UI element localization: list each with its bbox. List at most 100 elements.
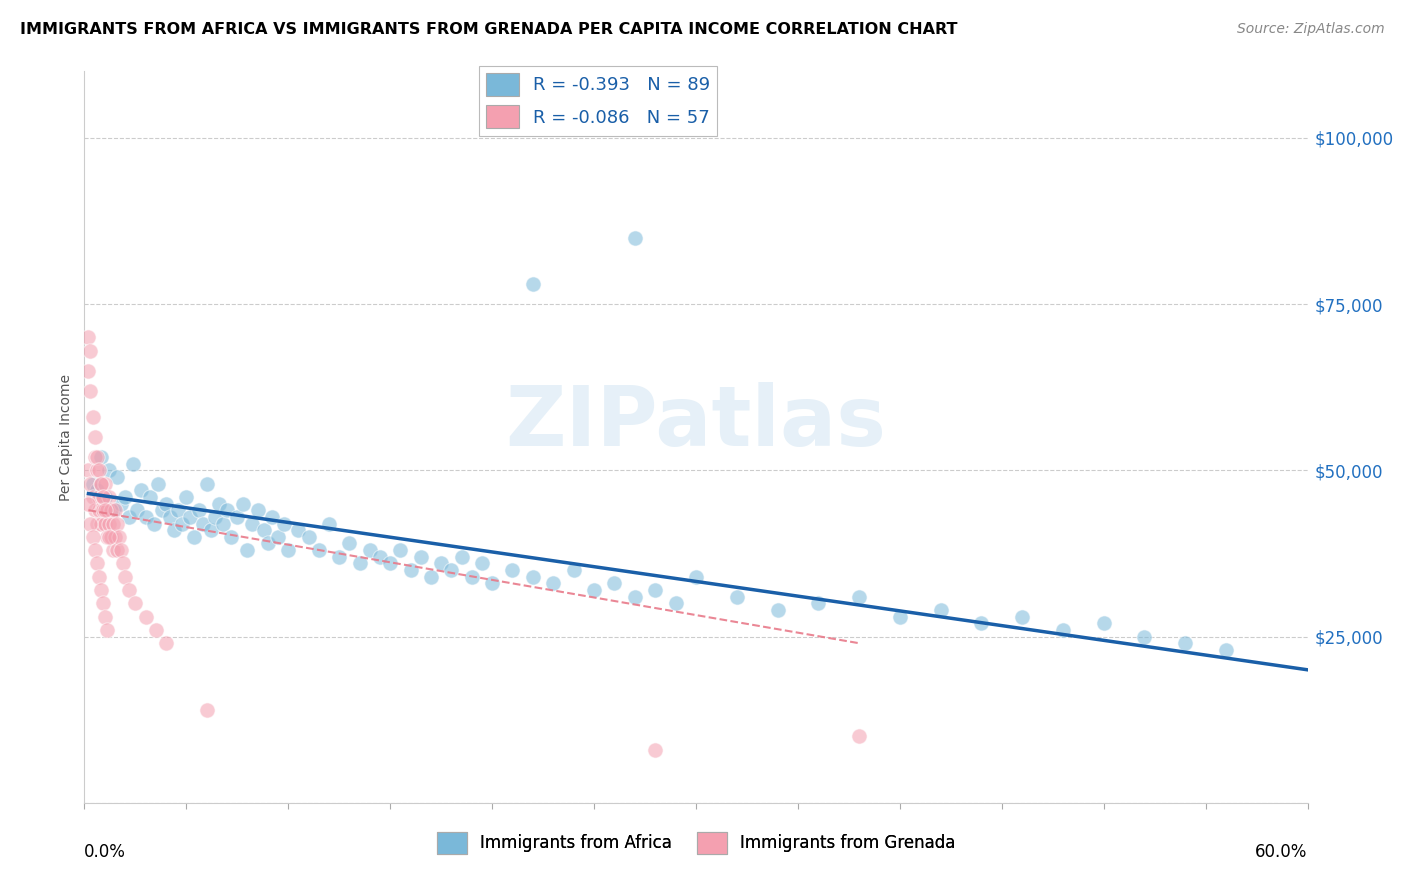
Point xyxy=(110,543,132,558)
Point xyxy=(97,463,120,477)
Point xyxy=(87,463,110,477)
Text: IMMIGRANTS FROM AFRICA VS IMMIGRANTS FROM GRENADA PER CAPITA INCOME CORRELATION : IMMIGRANTS FROM AFRICA VS IMMIGRANTS FRO… xyxy=(20,22,957,37)
Point xyxy=(83,430,105,444)
Point xyxy=(79,343,101,358)
Point xyxy=(277,543,299,558)
Point xyxy=(83,543,105,558)
Point xyxy=(522,570,544,584)
Point xyxy=(101,516,124,531)
Point xyxy=(104,503,127,517)
Point xyxy=(91,490,114,504)
Point xyxy=(260,509,283,524)
Point xyxy=(253,523,276,537)
Point xyxy=(90,476,112,491)
Point xyxy=(583,582,606,597)
Point xyxy=(96,623,118,637)
Point xyxy=(93,490,115,504)
Point xyxy=(502,563,524,577)
Point xyxy=(226,509,249,524)
Point xyxy=(195,476,218,491)
Point xyxy=(318,516,340,531)
Point xyxy=(308,543,330,558)
Point xyxy=(1092,616,1115,631)
Point xyxy=(142,516,165,531)
Point xyxy=(1215,643,1237,657)
Point xyxy=(725,590,748,604)
Point xyxy=(100,530,122,544)
Point xyxy=(91,596,114,610)
Point xyxy=(399,563,422,577)
Point xyxy=(86,483,108,498)
Point xyxy=(217,503,239,517)
Point xyxy=(96,530,118,544)
Point xyxy=(929,603,952,617)
Point xyxy=(83,450,105,464)
Point xyxy=(179,509,201,524)
Point xyxy=(1133,630,1156,644)
Point xyxy=(110,497,132,511)
Point xyxy=(91,503,114,517)
Point xyxy=(174,490,197,504)
Point xyxy=(86,557,108,571)
Text: 60.0%: 60.0% xyxy=(1256,843,1308,861)
Point xyxy=(273,516,295,531)
Point xyxy=(848,729,870,743)
Point xyxy=(1052,623,1074,637)
Point xyxy=(93,516,115,531)
Point xyxy=(380,557,402,571)
Point xyxy=(150,503,173,517)
Point xyxy=(91,490,114,504)
Point xyxy=(93,503,115,517)
Point xyxy=(420,570,443,584)
Point xyxy=(287,523,309,537)
Point xyxy=(79,384,101,398)
Point xyxy=(124,596,146,610)
Point xyxy=(87,490,110,504)
Point xyxy=(970,616,993,631)
Point xyxy=(101,503,124,517)
Point xyxy=(97,530,120,544)
Point xyxy=(83,503,105,517)
Point xyxy=(105,543,128,558)
Point xyxy=(90,450,112,464)
Point xyxy=(114,570,136,584)
Text: 0.0%: 0.0% xyxy=(84,843,127,861)
Point xyxy=(389,543,412,558)
Point xyxy=(191,516,214,531)
Point xyxy=(131,483,153,498)
Point xyxy=(79,476,101,491)
Point xyxy=(450,549,472,564)
Point xyxy=(440,563,463,577)
Point xyxy=(219,530,242,544)
Point xyxy=(603,576,626,591)
Point xyxy=(644,582,666,597)
Point xyxy=(97,490,120,504)
Point xyxy=(889,609,911,624)
Point xyxy=(86,463,108,477)
Point xyxy=(1011,609,1033,624)
Point xyxy=(118,509,141,524)
Point xyxy=(195,703,218,717)
Point xyxy=(155,497,177,511)
Point xyxy=(127,503,149,517)
Point xyxy=(766,603,789,617)
Point xyxy=(138,490,160,504)
Point xyxy=(349,557,371,571)
Point xyxy=(665,596,688,610)
Point xyxy=(118,582,141,597)
Point xyxy=(183,530,205,544)
Point xyxy=(339,536,361,550)
Point xyxy=(644,742,666,756)
Point xyxy=(93,609,115,624)
Y-axis label: Per Capita Income: Per Capita Income xyxy=(59,374,73,500)
Point xyxy=(200,523,222,537)
Point xyxy=(114,490,136,504)
Point xyxy=(112,557,135,571)
Point xyxy=(430,557,453,571)
Legend: Immigrants from Africa, Immigrants from Grenada: Immigrants from Africa, Immigrants from … xyxy=(430,826,962,860)
Point xyxy=(159,509,181,524)
Point xyxy=(208,497,231,511)
Point xyxy=(232,497,254,511)
Point xyxy=(257,536,280,550)
Point xyxy=(90,476,112,491)
